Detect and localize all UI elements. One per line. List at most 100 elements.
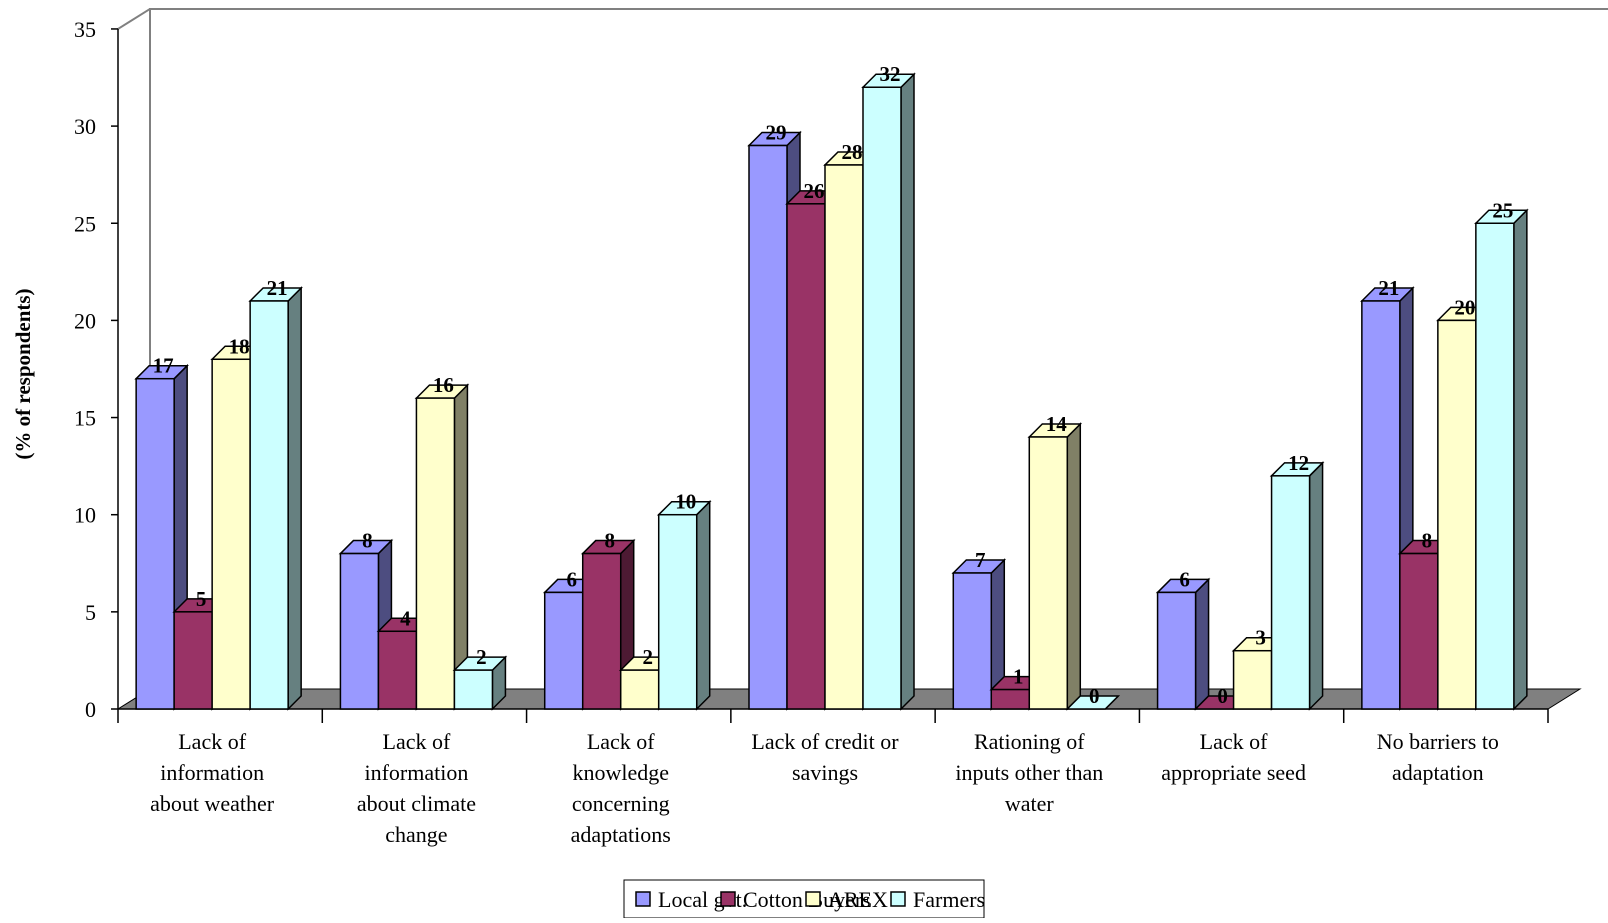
data-label: 0 — [1089, 684, 1100, 708]
bar-front — [786, 203, 826, 710]
bar-front — [173, 611, 213, 710]
category-label: Lack of information about weather — [150, 729, 275, 816]
y-tick-label: 15 — [74, 406, 96, 431]
category-label: Lack of knowledge concerning adaptations — [571, 729, 671, 847]
chart-category-labels: Lack of information about weather Lack of in… — [150, 729, 1499, 847]
data-label: 26 — [804, 179, 825, 203]
category-label: No barriers to adaptation — [1377, 729, 1499, 785]
category-label: Rationing of inputs other than water — [955, 729, 1103, 816]
bar-front — [211, 358, 251, 710]
bar-front — [952, 572, 993, 710]
bar-front — [1437, 319, 1477, 710]
data-label: 20 — [1454, 295, 1475, 319]
bar-side — [695, 499, 711, 711]
bar — [1155, 577, 1211, 711]
legend-label: Farmers — [913, 887, 985, 912]
y-tick-label: 25 — [74, 211, 96, 236]
legend-swatch — [890, 891, 906, 907]
legend-swatch — [635, 891, 651, 907]
bar-top — [1065, 695, 1121, 710]
bar — [1027, 422, 1083, 711]
data-label: 21 — [267, 276, 288, 300]
bar-front — [1399, 552, 1439, 710]
data-label: 8 — [362, 529, 373, 553]
bar-side — [287, 286, 302, 711]
bar — [1269, 461, 1325, 711]
category-label: Lack of appropriate seed — [1161, 729, 1306, 785]
legend-box — [623, 879, 985, 919]
bar — [656, 499, 712, 711]
bar — [338, 538, 394, 711]
bar — [414, 383, 470, 711]
bar-front — [1270, 475, 1311, 710]
legend-label: AREX — [828, 887, 888, 912]
bar-front — [990, 688, 1031, 710]
category-label: Lack of credit or savings — [751, 729, 899, 785]
bar-side — [1308, 461, 1324, 711]
data-label: 17 — [153, 354, 174, 378]
legend-item: AREX — [805, 887, 888, 912]
y-tick-label: 35 — [74, 17, 96, 42]
data-label: 6 — [566, 567, 577, 591]
category-label: Lack of information about climate change — [357, 729, 476, 847]
data-label: 10 — [675, 490, 696, 514]
bar-front — [415, 397, 456, 710]
bar — [861, 72, 916, 711]
bar-front — [1475, 222, 1515, 710]
legend-item: Farmers — [890, 887, 985, 912]
side-wall-edge — [117, 8, 151, 30]
data-label: 0 — [1217, 684, 1228, 708]
data-label: 4 — [400, 606, 411, 630]
bar-side — [1513, 208, 1528, 711]
y-tick-label: 10 — [74, 503, 96, 528]
data-label: 16 — [433, 373, 454, 397]
data-label: 12 — [1288, 451, 1309, 475]
legend-swatch — [805, 891, 821, 907]
data-label: 3 — [1255, 626, 1266, 650]
data-label: 18 — [229, 334, 250, 358]
bar — [951, 558, 1007, 711]
data-label: 21 — [1378, 276, 1399, 300]
data-label: 28 — [842, 140, 863, 164]
chart-data-labels: 1751821841626821029262832711406031221820… — [153, 62, 1514, 708]
y-tick-label: 30 — [74, 114, 96, 139]
data-label: 14 — [1046, 412, 1068, 436]
legend-swatch — [720, 891, 736, 907]
bar-front — [249, 300, 289, 710]
bar-front — [748, 144, 788, 710]
data-label: 25 — [1492, 198, 1513, 222]
data-label: 7 — [975, 548, 986, 572]
data-label: 6 — [1179, 567, 1190, 591]
data-label: 32 — [880, 62, 901, 86]
y-tick-label: 20 — [74, 308, 96, 333]
bar-front — [657, 513, 698, 710]
bar-front — [339, 552, 380, 710]
bar-front — [1361, 300, 1401, 710]
bar-front — [619, 669, 660, 710]
bar-front — [862, 86, 902, 710]
bar — [1065, 695, 1121, 710]
data-label: 2 — [642, 645, 653, 669]
bar-front — [1028, 436, 1069, 710]
bar-front — [824, 164, 864, 710]
bar-front — [581, 552, 622, 710]
bar-side — [1066, 422, 1082, 711]
bar-front — [453, 669, 494, 710]
data-label: 29 — [766, 121, 787, 145]
bar — [1474, 208, 1529, 711]
y-axis-label: (% of respondents) — [11, 288, 35, 459]
bar-side — [900, 72, 915, 711]
bar — [248, 286, 303, 711]
chart-bars — [134, 72, 1529, 711]
bar-front — [1156, 591, 1197, 710]
data-label: 8 — [1422, 529, 1433, 553]
data-label: 1 — [1013, 665, 1024, 689]
y-tick-label: 5 — [85, 600, 96, 625]
bar-front — [135, 377, 175, 710]
bar — [452, 655, 508, 711]
bar-front — [1232, 649, 1273, 710]
data-label: 8 — [604, 529, 615, 553]
